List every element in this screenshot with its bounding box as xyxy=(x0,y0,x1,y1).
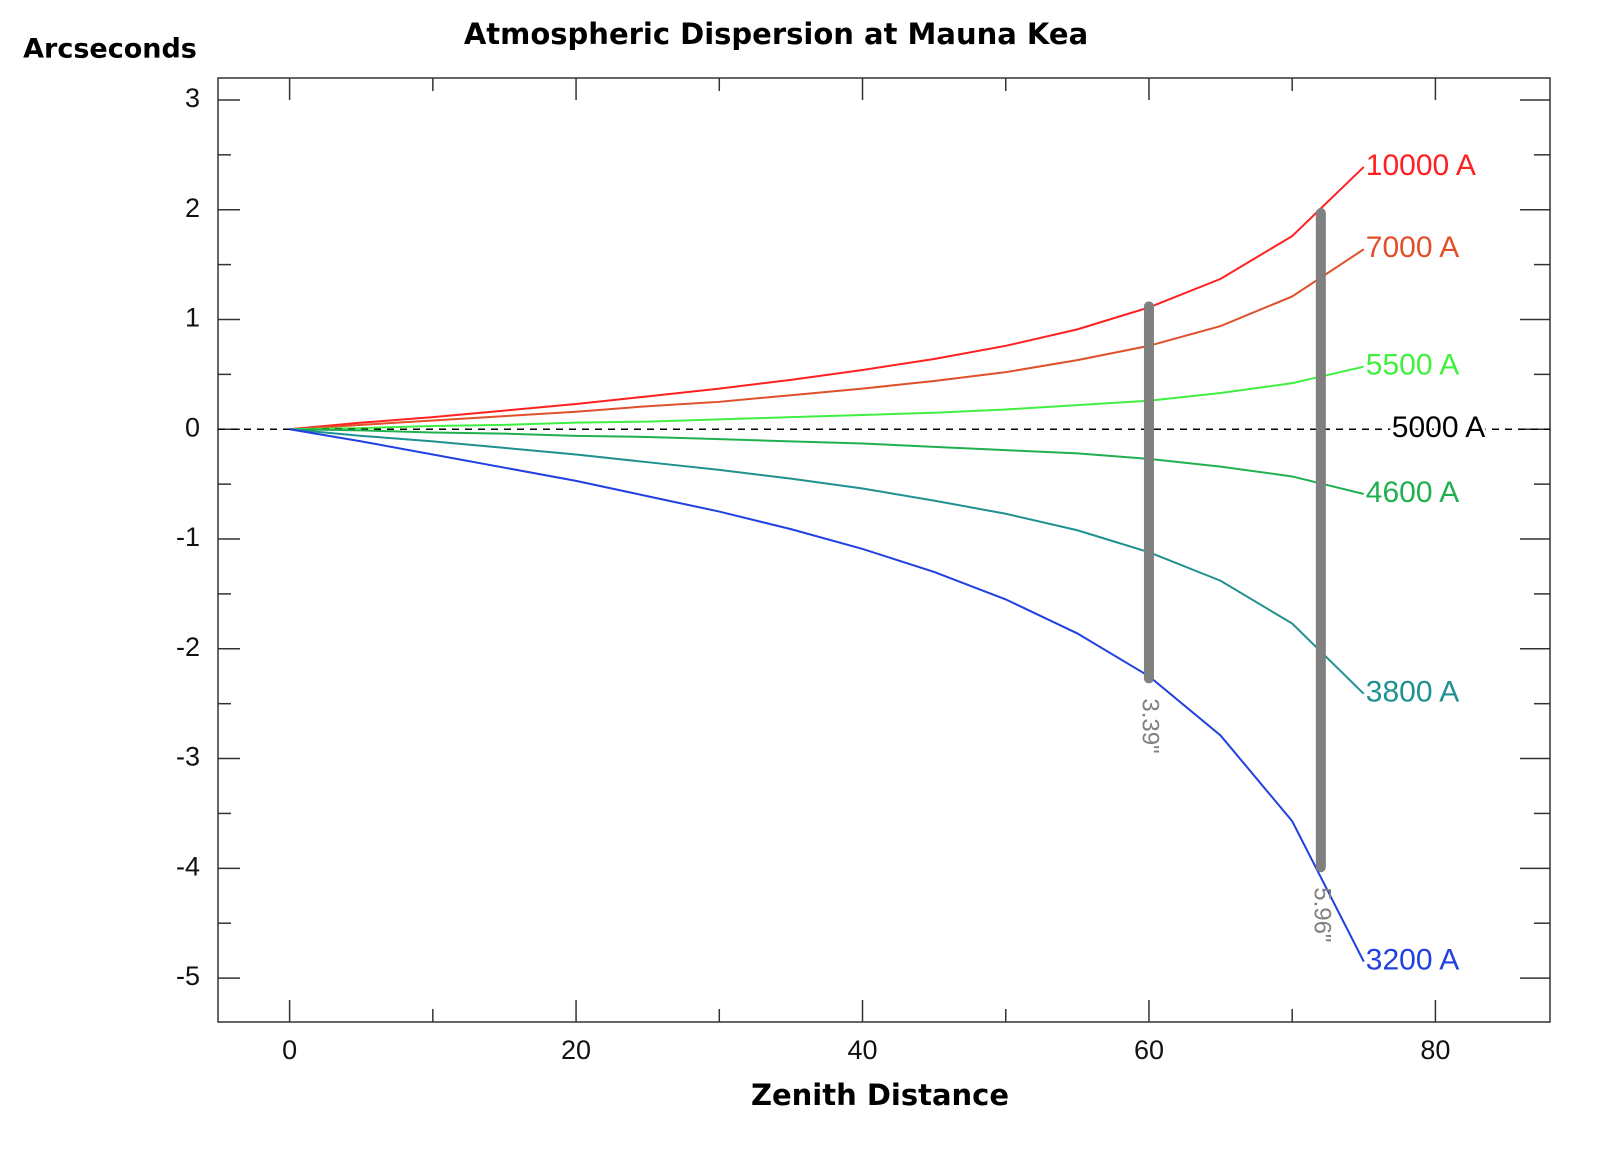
series-label: 4600 A xyxy=(1366,476,1459,509)
series-line xyxy=(289,365,1365,431)
chart-title: Atmospheric Dispersion at Mauna Kea xyxy=(464,17,1088,51)
plot-frame xyxy=(217,77,1551,1023)
y-tick-label: 3 xyxy=(185,83,200,113)
x-tick-label: 40 xyxy=(847,1035,877,1065)
y-tick-label: 2 xyxy=(185,193,200,223)
series-label: 3200 A xyxy=(1366,944,1459,977)
series-label: 5000 A xyxy=(1392,411,1485,444)
x-tick-label: 60 xyxy=(1134,1035,1164,1065)
series-label: 3800 A xyxy=(1366,676,1459,709)
x-axis-label: Zenith Distance xyxy=(751,1078,1009,1112)
y-tick-label: 1 xyxy=(185,303,200,333)
y-tick-label: -3 xyxy=(176,742,200,772)
series-label: 10000 A xyxy=(1366,149,1476,182)
series-line xyxy=(289,428,1365,495)
y-axis-label: Arcseconds xyxy=(23,34,197,65)
y-tick-label: -4 xyxy=(176,851,200,881)
series-line xyxy=(289,248,1365,431)
series-line xyxy=(289,166,1365,431)
series-line xyxy=(289,428,1365,963)
dispersion-label: 3.39" xyxy=(1137,698,1164,753)
x-tick-label: 80 xyxy=(1420,1035,1450,1065)
y-tick-label: -1 xyxy=(176,522,200,552)
dispersion-label: 5.96" xyxy=(1308,887,1335,942)
x-tick-label: 20 xyxy=(561,1035,591,1065)
y-tick-label: -2 xyxy=(176,632,200,662)
y-tick-label: 0 xyxy=(185,412,200,442)
series-line xyxy=(289,428,1365,695)
series-label: 7000 A xyxy=(1366,231,1459,264)
series-label: 5500 A xyxy=(1366,349,1459,382)
y-tick-label: -5 xyxy=(176,961,200,991)
x-tick-label: 0 xyxy=(282,1035,297,1065)
